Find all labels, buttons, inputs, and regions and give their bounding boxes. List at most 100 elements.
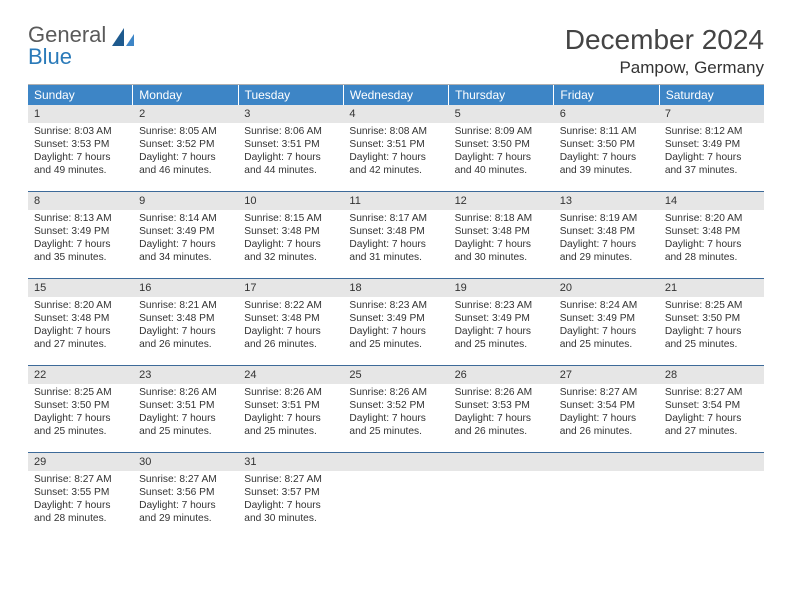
day-cell: 24Sunrise: 8:26 AMSunset: 3:51 PMDayligh… [238, 366, 343, 452]
day-number: 19 [449, 279, 554, 297]
day-cell: 22Sunrise: 8:25 AMSunset: 3:50 PMDayligh… [28, 366, 133, 452]
day-body: Sunrise: 8:21 AMSunset: 3:48 PMDaylight:… [133, 297, 238, 351]
day-body: Sunrise: 8:05 AMSunset: 3:52 PMDaylight:… [133, 123, 238, 177]
day-line: Sunrise: 8:23 AM [349, 299, 442, 312]
day-line: Sunrise: 8:27 AM [139, 473, 232, 486]
day-number: 13 [554, 192, 659, 210]
day-number [343, 453, 448, 471]
day-line: Sunrise: 8:19 AM [560, 212, 653, 225]
day-line: Sunset: 3:50 PM [455, 138, 548, 151]
day-cell: 13Sunrise: 8:19 AMSunset: 3:48 PMDayligh… [554, 192, 659, 278]
day-body: Sunrise: 8:27 AMSunset: 3:54 PMDaylight:… [554, 384, 659, 438]
day-line: Daylight: 7 hours [139, 325, 232, 338]
day-line: Sunrise: 8:15 AM [244, 212, 337, 225]
day-line: and 35 minutes. [34, 251, 127, 264]
day-number: 10 [238, 192, 343, 210]
day-line: Sunset: 3:50 PM [560, 138, 653, 151]
day-line: Daylight: 7 hours [560, 412, 653, 425]
day-line: Sunset: 3:49 PM [139, 225, 232, 238]
day-cell-empty [659, 453, 764, 539]
day-line: and 25 minutes. [244, 425, 337, 438]
day-line: and 25 minutes. [455, 338, 548, 351]
day-line: Sunrise: 8:25 AM [34, 386, 127, 399]
day-body: Sunrise: 8:09 AMSunset: 3:50 PMDaylight:… [449, 123, 554, 177]
day-cell: 11Sunrise: 8:17 AMSunset: 3:48 PMDayligh… [343, 192, 448, 278]
logo-sail-icon [110, 26, 136, 52]
day-cell: 26Sunrise: 8:26 AMSunset: 3:53 PMDayligh… [449, 366, 554, 452]
day-line: and 25 minutes. [139, 425, 232, 438]
day-body: Sunrise: 8:26 AMSunset: 3:53 PMDaylight:… [449, 384, 554, 438]
day-line: Sunrise: 8:22 AM [244, 299, 337, 312]
day-number: 23 [133, 366, 238, 384]
day-line: Sunset: 3:51 PM [139, 399, 232, 412]
day-line: and 39 minutes. [560, 164, 653, 177]
day-line: and 30 minutes. [244, 512, 337, 525]
day-line: Daylight: 7 hours [139, 412, 232, 425]
location: Pampow, Germany [565, 58, 764, 78]
day-body: Sunrise: 8:23 AMSunset: 3:49 PMDaylight:… [343, 297, 448, 351]
day-number: 5 [449, 105, 554, 123]
day-number: 26 [449, 366, 554, 384]
day-line: Daylight: 7 hours [665, 151, 758, 164]
day-body: Sunrise: 8:12 AMSunset: 3:49 PMDaylight:… [659, 123, 764, 177]
dow-sunday: Sunday [28, 85, 133, 105]
dow-tuesday: Tuesday [239, 85, 344, 105]
day-line: Daylight: 7 hours [139, 151, 232, 164]
day-line: and 27 minutes. [34, 338, 127, 351]
day-number: 31 [238, 453, 343, 471]
day-number: 22 [28, 366, 133, 384]
day-line: Sunrise: 8:20 AM [34, 299, 127, 312]
day-number: 12 [449, 192, 554, 210]
day-cell: 1Sunrise: 8:03 AMSunset: 3:53 PMDaylight… [28, 105, 133, 191]
day-line: Sunset: 3:49 PM [34, 225, 127, 238]
day-line: Daylight: 7 hours [349, 325, 442, 338]
day-line: Daylight: 7 hours [560, 151, 653, 164]
day-body: Sunrise: 8:06 AMSunset: 3:51 PMDaylight:… [238, 123, 343, 177]
day-line: Sunrise: 8:26 AM [349, 386, 442, 399]
day-line: Daylight: 7 hours [455, 412, 548, 425]
day-line: and 25 minutes. [34, 425, 127, 438]
day-line: Daylight: 7 hours [244, 325, 337, 338]
day-line: Sunset: 3:52 PM [349, 399, 442, 412]
day-line: and 29 minutes. [560, 251, 653, 264]
week-row: 15Sunrise: 8:20 AMSunset: 3:48 PMDayligh… [28, 279, 764, 366]
day-line: and 25 minutes. [349, 425, 442, 438]
day-line: and 28 minutes. [665, 251, 758, 264]
day-cell: 18Sunrise: 8:23 AMSunset: 3:49 PMDayligh… [343, 279, 448, 365]
day-cell: 12Sunrise: 8:18 AMSunset: 3:48 PMDayligh… [449, 192, 554, 278]
day-line: Sunset: 3:53 PM [455, 399, 548, 412]
day-cell: 30Sunrise: 8:27 AMSunset: 3:56 PMDayligh… [133, 453, 238, 539]
day-number: 28 [659, 366, 764, 384]
day-line: and 30 minutes. [455, 251, 548, 264]
day-number: 2 [133, 105, 238, 123]
day-number: 9 [133, 192, 238, 210]
day-line: Sunrise: 8:27 AM [665, 386, 758, 399]
day-line: Daylight: 7 hours [349, 151, 442, 164]
day-body: Sunrise: 8:23 AMSunset: 3:49 PMDaylight:… [449, 297, 554, 351]
day-number: 27 [554, 366, 659, 384]
day-cell-empty [343, 453, 448, 539]
day-cell: 3Sunrise: 8:06 AMSunset: 3:51 PMDaylight… [238, 105, 343, 191]
day-line: Sunrise: 8:09 AM [455, 125, 548, 138]
day-line: Sunrise: 8:05 AM [139, 125, 232, 138]
day-line: and 44 minutes. [244, 164, 337, 177]
day-number [554, 453, 659, 471]
logo-word-2: Blue [28, 44, 72, 69]
day-line: Daylight: 7 hours [34, 151, 127, 164]
day-cell: 16Sunrise: 8:21 AMSunset: 3:48 PMDayligh… [133, 279, 238, 365]
day-number [449, 453, 554, 471]
day-line: Daylight: 7 hours [34, 325, 127, 338]
logo: General Blue [28, 24, 136, 68]
day-line: Sunrise: 8:27 AM [244, 473, 337, 486]
dow-row: SundayMondayTuesdayWednesdayThursdayFrid… [28, 85, 764, 105]
day-cell: 6Sunrise: 8:11 AMSunset: 3:50 PMDaylight… [554, 105, 659, 191]
day-line: Daylight: 7 hours [455, 325, 548, 338]
day-cell: 28Sunrise: 8:27 AMSunset: 3:54 PMDayligh… [659, 366, 764, 452]
day-body: Sunrise: 8:27 AMSunset: 3:57 PMDaylight:… [238, 471, 343, 525]
dow-friday: Friday [554, 85, 659, 105]
day-number: 1 [28, 105, 133, 123]
day-line: Sunrise: 8:17 AM [349, 212, 442, 225]
day-body: Sunrise: 8:22 AMSunset: 3:48 PMDaylight:… [238, 297, 343, 351]
day-line: Daylight: 7 hours [244, 499, 337, 512]
day-line: Sunrise: 8:21 AM [139, 299, 232, 312]
